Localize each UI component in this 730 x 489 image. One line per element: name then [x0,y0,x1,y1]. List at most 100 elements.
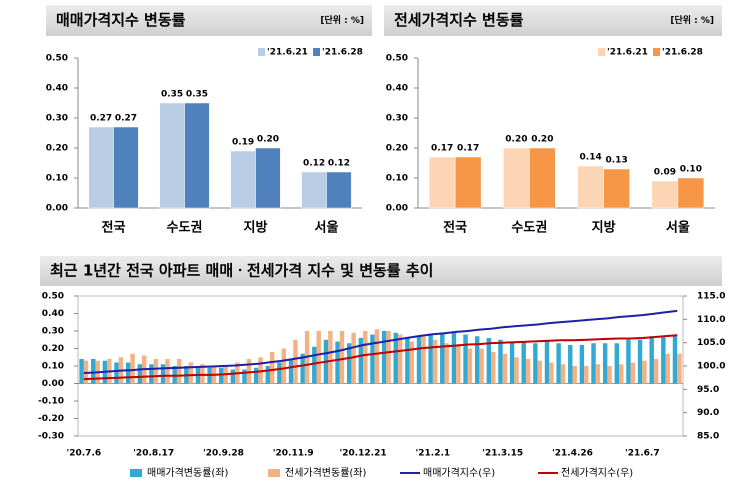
bar [672,336,678,384]
bar [91,359,96,384]
bar [219,367,224,384]
y-tick-label: 0.20 [46,144,68,154]
x-tick-label: '20.8.17 [133,449,174,459]
bar [172,366,177,384]
bar [584,366,589,384]
chart-title: 전세가격지수 변동률 [394,11,524,29]
bar [603,168,630,209]
bar [316,331,321,384]
bar [149,364,154,384]
y-tick-label: 0.00 [46,204,68,214]
bar [498,339,503,384]
y-tick-label: 85.0 [697,432,719,442]
y-tick-label: 0.10 [386,174,408,184]
bar [397,334,403,384]
bar [677,353,682,384]
legend-label: '21.6.28 [662,48,703,58]
bar [591,343,596,384]
legend-label: '21.6.21 [607,48,648,58]
y-tick-label: 0.50 [386,54,408,64]
bar [409,341,415,384]
y-tick-label: 0.30 [42,327,64,337]
bar [363,331,368,384]
bar [346,343,352,384]
bar [153,359,159,384]
bar [509,341,515,384]
bar [454,156,482,209]
value-label: 0.12 [328,159,350,169]
y-tick-label: 0.00 [386,204,408,214]
bar [486,338,492,384]
bar [265,366,270,384]
chart-title: 최근 1년간 전국 아파트 매매ㆍ전세가격 지수 및 변동률 추이 [50,262,433,280]
bar [125,362,131,384]
bar [339,331,345,384]
bar [277,362,282,384]
x-tick-label: '21.4.26 [552,449,593,459]
bar [456,345,461,384]
bar [335,341,340,384]
bar [159,102,185,209]
y-tick-label: 0.40 [386,84,408,94]
y-tick-label: 0.40 [42,309,64,319]
chart-title: 매매가격지수 변동률 [56,11,186,29]
bar [651,180,679,209]
legend-swatch [130,469,142,477]
legend-swatch [258,48,265,56]
bar [502,353,508,384]
legend-label: 전세가격지수(우) [561,466,633,479]
value-label: 0.27 [115,114,137,124]
bar [428,156,456,209]
bar [421,336,426,384]
bar [503,147,530,209]
x-tick-label: 지방 [592,220,616,236]
title-bar [40,256,722,286]
y-tick-label: 90.0 [697,408,719,418]
bar [386,331,391,384]
y-tick-label: 0.50 [46,54,68,64]
legend-label: '21.6.21 [267,48,308,58]
line [83,309,678,374]
value-label: 0.19 [232,138,254,148]
y-tick-label: 0.10 [42,362,64,372]
bar [637,339,643,384]
bar [577,165,604,209]
x-tick-label: '21.2.1 [416,449,451,459]
bar [556,343,561,384]
bar [440,332,445,384]
bar [661,336,666,384]
x-tick-label: 서울 [315,220,339,236]
bar [568,345,573,384]
bar [113,126,139,209]
bar [549,362,554,384]
legend-label: 매매가격지수(우) [423,466,495,479]
bar [432,339,438,384]
bar [544,341,550,384]
x-tick-label: 수도권 [167,221,203,236]
value-label: 0.20 [531,135,553,145]
y-tick-label: -0.30 [38,432,64,442]
bar [79,359,84,384]
bar [160,364,166,384]
bar [537,360,542,384]
y-tick-label: 105.0 [697,338,725,348]
bar [491,352,496,384]
title-bar [384,5,722,36]
bar [381,331,387,384]
bar [165,359,170,384]
bar [467,348,473,384]
bar [288,359,294,384]
y-tick-label: 0.30 [46,114,68,124]
y-tick-label: 100.0 [697,362,725,372]
bar [200,364,205,384]
bar [525,359,531,384]
bar [619,364,624,384]
bar [677,177,705,209]
bar [595,364,601,384]
value-label: 0.20 [505,135,527,145]
bar [326,171,352,209]
bar [88,126,114,209]
value-label: 0.13 [606,156,628,166]
bar [474,336,480,384]
bar [130,353,135,384]
